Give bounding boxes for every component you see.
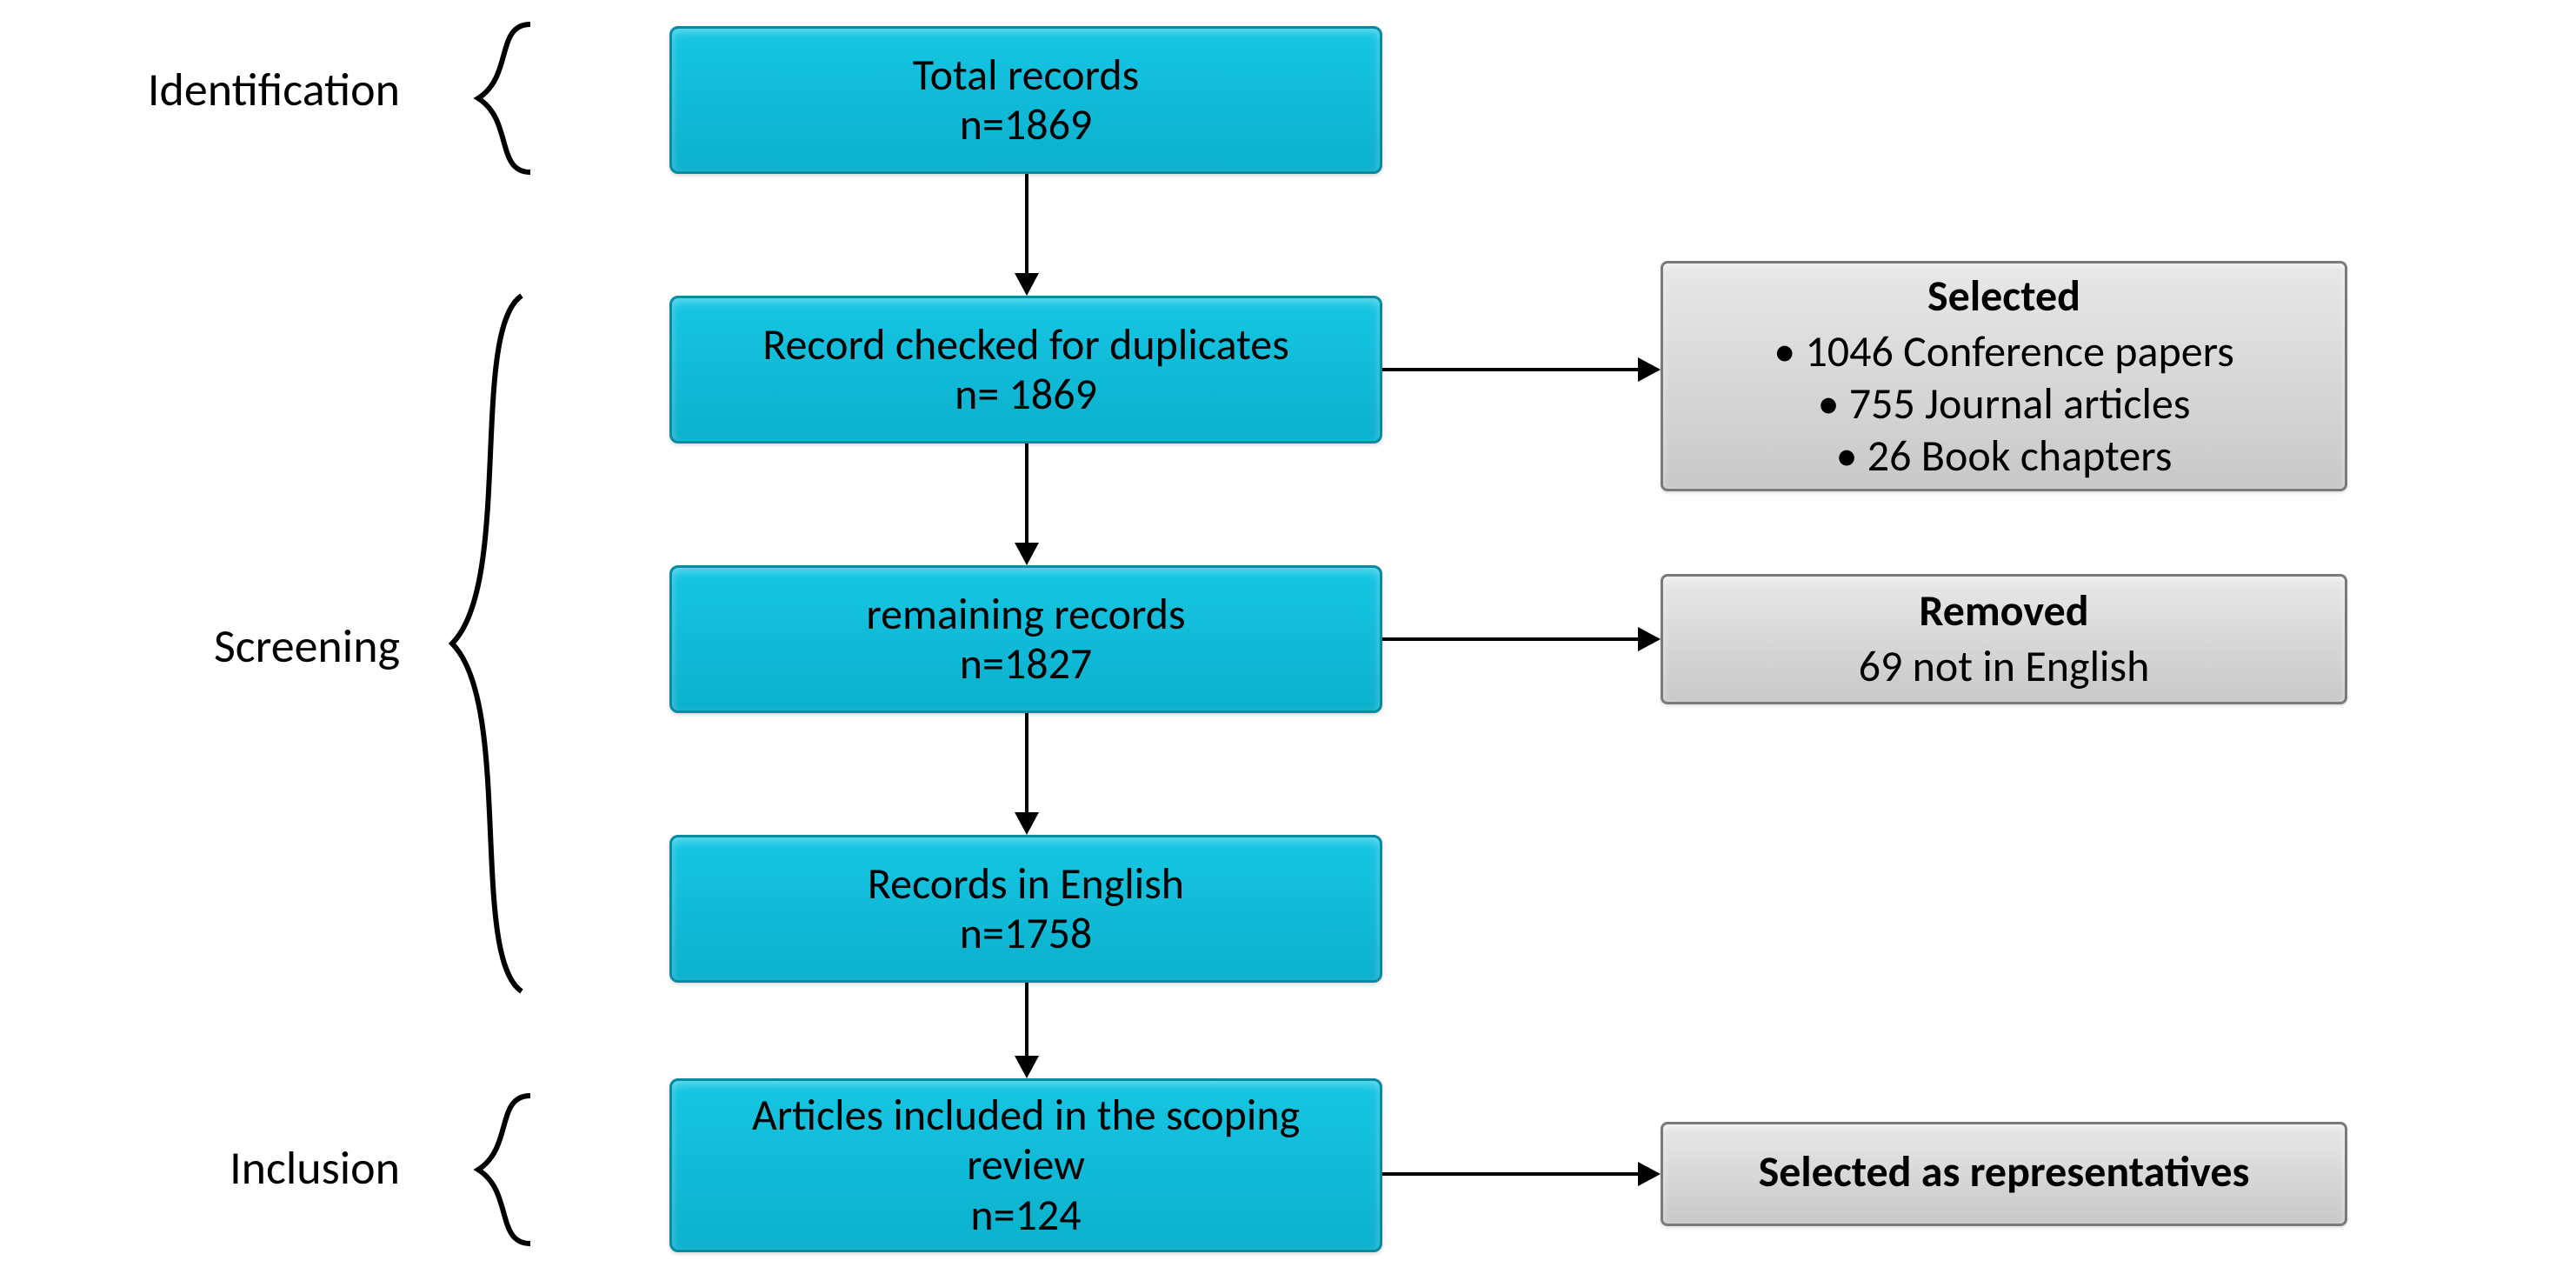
sidebox-selected-breakdown: Selected • 1046 Conference papers • 755 … [1661, 261, 2347, 491]
sidebox-item: • 26 Book chapters [1689, 430, 2319, 483]
box-line: n=1758 [693, 909, 1359, 959]
arrow-b3-s2-line [1382, 637, 1638, 641]
arrow-b3-b4-line [1025, 713, 1028, 812]
box-articles-included: Articles included in the scoping review … [669, 1078, 1382, 1252]
box-line: Record checked for duplicates [693, 320, 1359, 370]
brace-inclusion [435, 1096, 548, 1244]
sidebox-title: Selected [1689, 270, 2319, 323]
sidebox-title: Removed [1689, 585, 2319, 637]
box-remaining-records: remaining records n=1827 [669, 565, 1382, 713]
arrow-b1-b2-head [1015, 273, 1039, 296]
stage-label-identification: Identification [70, 61, 400, 118]
arrow-b2-b3-head [1015, 543, 1039, 565]
box-line: n=1869 [693, 100, 1359, 150]
arrow-b4-b5-line [1025, 983, 1028, 1056]
box-checked-duplicates: Record checked for duplicates n= 1869 [669, 296, 1382, 444]
sidebox-item: • 1046 Conference papers [1689, 326, 2319, 378]
box-line: Total records [693, 50, 1359, 101]
arrow-b2-s1-line [1382, 368, 1638, 371]
box-line: remaining records [693, 590, 1359, 640]
sidebox-item: 69 not in English [1689, 641, 2319, 693]
box-line: n= 1869 [693, 370, 1359, 420]
arrow-b5-s3-line [1382, 1172, 1638, 1176]
box-line: Records in English [693, 859, 1359, 910]
box-line: review [693, 1140, 1359, 1191]
arrow-b2-s1-head [1638, 357, 1661, 382]
diagram-canvas: Identification Screening Inclusion Total… [0, 0, 2576, 1274]
sidebox-selected-representatives: Selected as representatives [1661, 1122, 2347, 1226]
sidebox-removed: Removed 69 not in English [1661, 574, 2347, 704]
brace-identification [435, 24, 548, 172]
box-records-english: Records in English n=1758 [669, 835, 1382, 983]
arrow-b4-b5-head [1015, 1056, 1039, 1078]
arrow-b5-s3-head [1638, 1162, 1661, 1186]
box-line: n=1827 [693, 639, 1359, 690]
arrow-b3-b4-head [1015, 812, 1039, 835]
arrow-b2-b3-line [1025, 444, 1028, 543]
box-line: Articles included in the scoping [693, 1091, 1359, 1141]
arrow-b3-s2-head [1638, 627, 1661, 651]
box-total-records: Total records n=1869 [669, 26, 1382, 174]
sidebox-item: • 755 Journal articles [1689, 378, 2319, 430]
sidebox-title: Selected as representatives [1689, 1146, 2319, 1198]
arrow-b1-b2-line [1025, 174, 1028, 273]
stage-label-inclusion: Inclusion [70, 1139, 400, 1197]
stage-label-screening: Screening [70, 617, 400, 675]
brace-screening [417, 296, 548, 991]
box-line: n=124 [693, 1191, 1359, 1241]
